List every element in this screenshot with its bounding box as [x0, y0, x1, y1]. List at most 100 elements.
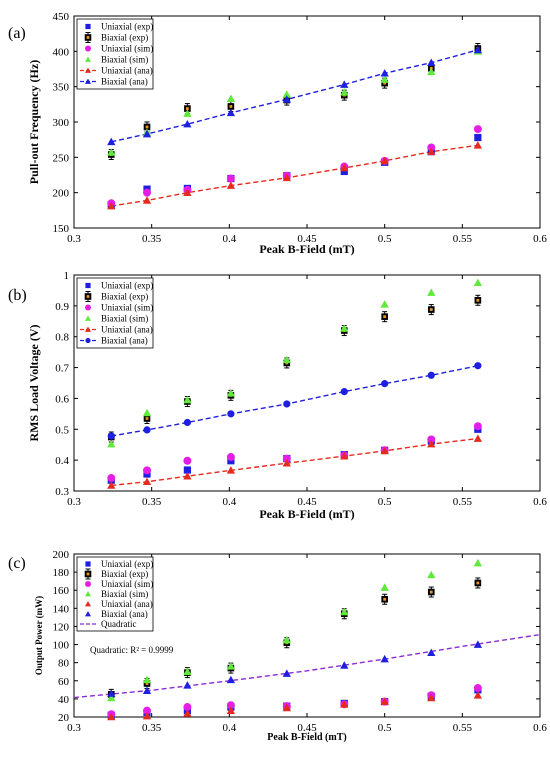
legend-item: Biaxial (ana)	[80, 336, 148, 346]
data-point	[107, 137, 116, 146]
legend-item: Uniaxial (ana)	[85, 599, 153, 609]
data-point	[183, 709, 192, 717]
data-point	[427, 439, 436, 448]
data-point	[473, 422, 482, 431]
data-point	[474, 133, 482, 142]
legend-marker	[85, 591, 91, 597]
data-point	[381, 593, 388, 605]
data-point	[474, 577, 482, 589]
x-tick-label: 0.5	[378, 233, 392, 245]
y-tick-label: 100	[53, 640, 70, 652]
data-point	[473, 434, 483, 442]
data-point	[107, 439, 116, 448]
data-point	[427, 371, 435, 379]
data-point	[473, 45, 483, 54]
data-point	[340, 700, 349, 708]
data-point	[107, 693, 116, 702]
legend-marker	[85, 282, 91, 289]
x-tick-label: 0.35	[142, 496, 162, 508]
data-point	[381, 311, 388, 323]
data-point	[227, 410, 235, 418]
y-tick-label: 120	[53, 621, 70, 633]
series-6-points	[107, 362, 482, 440]
x-tick-label: 0.4	[222, 722, 236, 734]
data-point	[183, 466, 191, 474]
x-tick-label: 0.3	[67, 722, 81, 734]
chart-panel-1: (a) 0.3 0.35 0.4 0.45 0.5 0.55 0.6 150 200 250 300 3…	[8, 11, 547, 256]
data-point	[282, 454, 291, 463]
legend-item: Uniaxial (sim)	[85, 44, 153, 54]
data-point	[142, 196, 152, 204]
legend-item: Biaxial (sim)	[85, 589, 148, 599]
legend-label: Uniaxial (exp)	[101, 22, 153, 32]
legend: Uniaxial (exp)Biaxial (exp)Uniaxial (sim…	[76, 18, 154, 90]
series-3-points	[107, 422, 482, 483]
data-point	[183, 456, 192, 465]
y-tick-label: 450	[53, 11, 70, 23]
x-axis-title: Peak B-Field (mT)	[259, 507, 354, 521]
data-point	[142, 129, 152, 138]
x-tick-label: 0.6	[533, 496, 547, 508]
data-point	[283, 400, 291, 408]
data-point	[427, 435, 436, 444]
series-line-6	[111, 365, 479, 437]
x-tick-label: 0.4	[222, 496, 236, 508]
legend-marker	[85, 326, 91, 332]
data-point	[183, 109, 192, 117]
legend-marker	[85, 67, 91, 73]
legend: Uniaxial (exp)Biaxial (exp)Uniaxial (sim…	[76, 556, 154, 632]
series-line-6	[111, 49, 479, 143]
series-5-points	[107, 691, 483, 721]
data-point	[183, 681, 192, 689]
data-point	[380, 697, 389, 705]
legend-label: Uniaxial (sim)	[101, 303, 153, 313]
series-6-points	[107, 45, 483, 146]
legend-label: Uniaxial (ana)	[101, 325, 153, 335]
data-point	[226, 389, 236, 397]
series-4-points	[107, 558, 483, 702]
legend-box	[76, 18, 154, 90]
data-point	[380, 654, 389, 663]
data-point	[427, 570, 436, 579]
y-axis-title: Pull-out Frequency (Hz)	[27, 60, 41, 184]
data-point	[340, 388, 348, 396]
y-tick-label: 80	[58, 658, 70, 670]
legend-label: Uniaxial (exp)	[101, 281, 153, 291]
data-point	[473, 691, 483, 699]
data-point	[226, 675, 236, 684]
data-point	[142, 711, 152, 720]
data-point	[340, 88, 349, 96]
data-point	[226, 453, 235, 462]
data-point	[107, 712, 116, 721]
data-point	[427, 648, 436, 657]
data-point	[107, 432, 115, 440]
data-point	[380, 156, 389, 165]
legend-label: Biaxial (ana)	[101, 77, 148, 87]
data-point	[226, 174, 235, 183]
data-point	[340, 80, 349, 88]
legend-item: Uniaxial (exp)	[85, 559, 153, 569]
y-tick-label: 0.5	[55, 424, 69, 436]
x-tick-label: 0.6	[533, 233, 547, 245]
legend-label: Biaxial (sim)	[101, 314, 148, 324]
x-tick-label: 0.55	[453, 496, 473, 508]
legend-marker	[85, 561, 91, 567]
y-tick-label: 150	[53, 223, 70, 235]
legend-box	[76, 277, 154, 349]
data-point	[473, 640, 483, 648]
y-tick-label: 40	[58, 694, 70, 706]
legend-item: Uniaxial (sim)	[85, 303, 153, 313]
x-tick-label: 0.45	[297, 496, 317, 508]
data-point	[380, 583, 389, 591]
y-tick-label: 180	[53, 567, 70, 579]
data-point	[107, 689, 116, 697]
x-axis-title: Peak B-Field (mT)	[259, 242, 354, 256]
legend-marker	[84, 568, 92, 580]
series-1-points	[107, 133, 482, 209]
legend-label: Biaxial (sim)	[101, 55, 148, 65]
legend-label: Quadratic	[101, 619, 136, 629]
data-point	[427, 67, 436, 76]
x-tick-label: 0.55	[453, 722, 473, 734]
y-axis-title: RMS Load Voltage (V)	[27, 324, 41, 441]
